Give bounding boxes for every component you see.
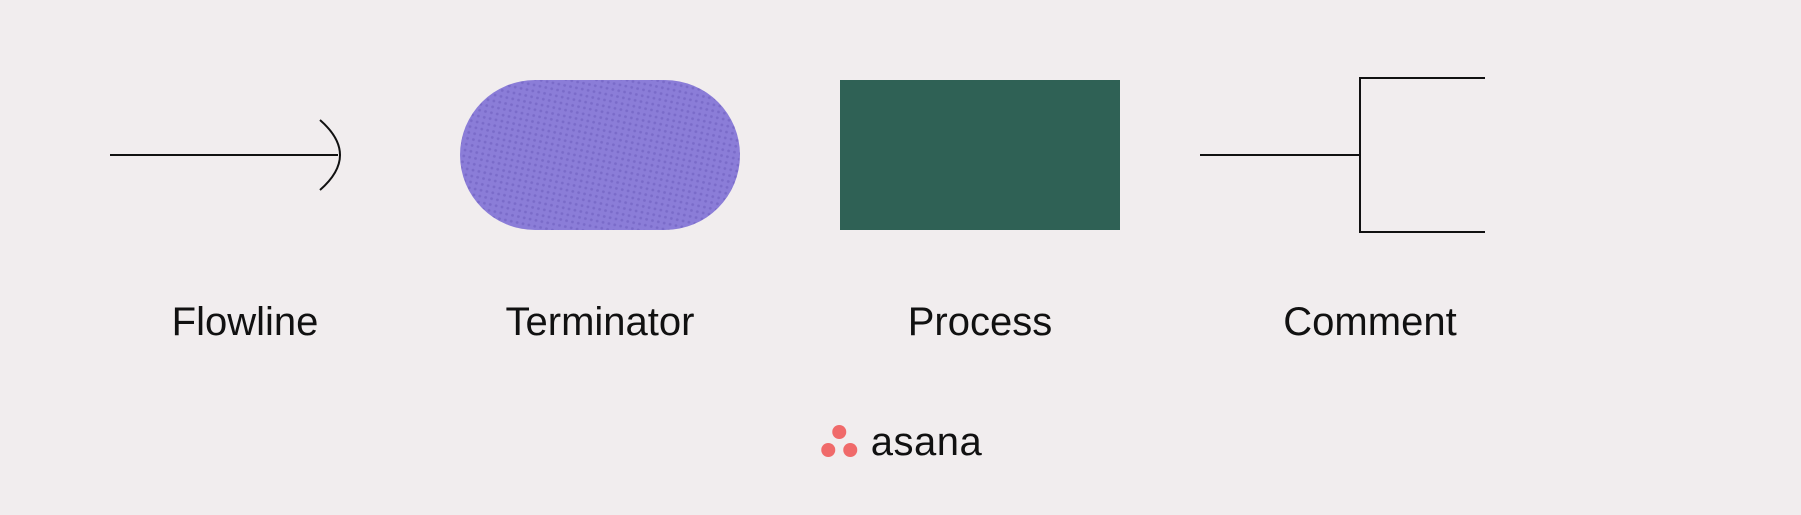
brand-text: asana <box>871 420 982 465</box>
label-terminator: Terminator <box>420 300 780 345</box>
symbol-flowline <box>110 120 390 190</box>
comment-bracket-icon <box>1200 70 1500 240</box>
infographic-canvas: Flowline Terminator Process Comment <box>0 0 1801 515</box>
asana-logo-icon <box>819 423 859 463</box>
label-comment: Comment <box>1190 300 1550 345</box>
arrow-icon <box>110 110 390 200</box>
symbol-comment <box>1200 70 1500 240</box>
stadium-icon <box>460 80 740 230</box>
rectangle-icon <box>840 80 1120 230</box>
label-process: Process <box>800 300 1160 345</box>
brand-asana: asana <box>819 420 982 465</box>
label-flowline: Flowline <box>65 300 425 345</box>
symbol-terminator <box>460 80 740 230</box>
symbol-process <box>840 80 1120 230</box>
